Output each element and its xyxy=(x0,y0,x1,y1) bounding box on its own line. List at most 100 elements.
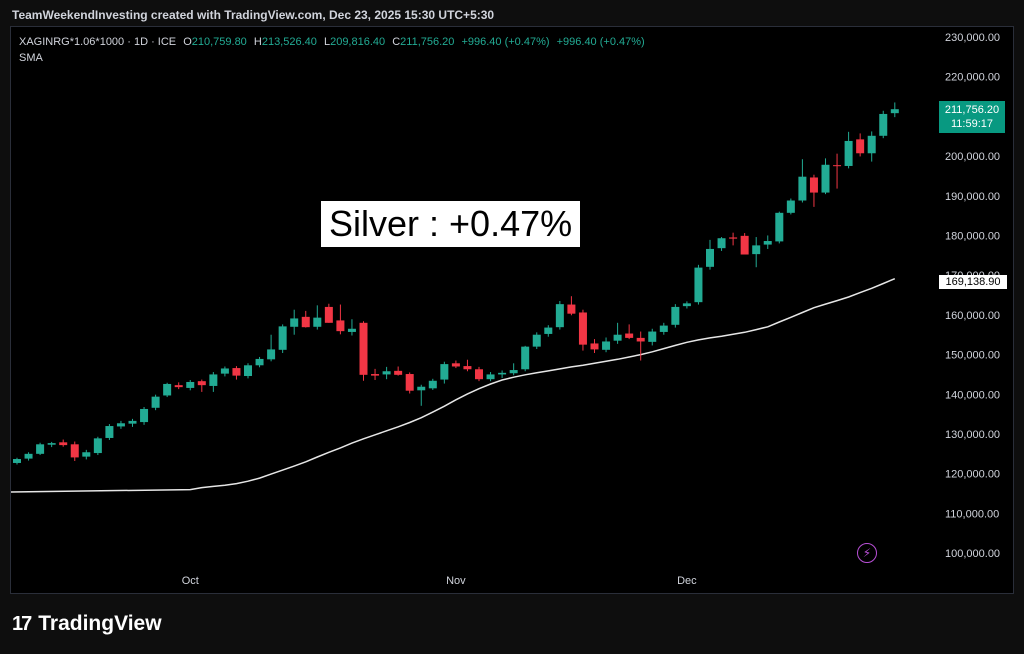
candle[interactable] xyxy=(163,382,172,398)
candle[interactable] xyxy=(648,328,657,346)
candle[interactable] xyxy=(220,366,229,377)
candle[interactable] xyxy=(613,322,622,344)
candle[interactable] xyxy=(729,232,738,246)
candle[interactable] xyxy=(636,331,645,361)
candle-body xyxy=(486,374,495,380)
candle[interactable] xyxy=(405,372,414,394)
candle[interactable] xyxy=(174,382,183,390)
candle[interactable] xyxy=(93,436,102,456)
candle[interactable] xyxy=(752,237,761,268)
legend-change: +996.40 (+0.47%) xyxy=(461,36,550,48)
candle[interactable] xyxy=(394,366,403,376)
candle[interactable] xyxy=(197,379,206,392)
candle[interactable] xyxy=(59,439,68,447)
candle[interactable] xyxy=(324,303,333,323)
candle[interactable] xyxy=(47,441,56,448)
candle[interactable] xyxy=(890,102,899,118)
candle[interactable] xyxy=(833,153,842,189)
candle-body xyxy=(13,459,21,463)
candle[interactable] xyxy=(856,133,865,157)
candle[interactable] xyxy=(740,233,749,255)
candle[interactable] xyxy=(36,442,45,456)
chart-annotation[interactable]: Silver : +0.47% xyxy=(321,201,581,247)
candle[interactable] xyxy=(578,309,587,351)
candle[interactable] xyxy=(763,235,772,249)
candle[interactable] xyxy=(336,304,345,335)
candle-body xyxy=(347,328,356,332)
candle[interactable] xyxy=(13,457,21,465)
candle-body xyxy=(255,358,264,366)
candle[interactable] xyxy=(625,324,634,340)
candle[interactable] xyxy=(809,174,818,207)
candle[interactable] xyxy=(116,420,125,429)
candle[interactable] xyxy=(879,110,888,139)
lightning-icon[interactable]: ⚡︎ xyxy=(857,543,877,563)
candle[interactable] xyxy=(602,337,611,353)
candle[interactable] xyxy=(659,322,668,335)
candle[interactable] xyxy=(867,131,876,162)
candle-body xyxy=(890,109,899,114)
candle[interactable] xyxy=(486,372,495,382)
candle-body xyxy=(509,370,518,374)
candle[interactable] xyxy=(371,368,380,380)
candle[interactable] xyxy=(244,363,252,379)
candle[interactable] xyxy=(313,305,322,330)
candle[interactable] xyxy=(717,237,726,251)
candle[interactable] xyxy=(567,296,576,316)
candle[interactable] xyxy=(844,131,853,169)
candle[interactable] xyxy=(671,304,680,328)
candle-body xyxy=(313,317,322,327)
candle[interactable] xyxy=(532,332,541,350)
candle[interactable] xyxy=(475,366,483,382)
candle[interactable] xyxy=(70,441,79,461)
candle[interactable] xyxy=(347,319,356,336)
candle-body xyxy=(220,368,229,374)
candle[interactable] xyxy=(509,363,518,376)
candle[interactable] xyxy=(786,198,795,215)
candle[interactable] xyxy=(140,406,149,425)
candle[interactable] xyxy=(440,361,449,384)
candle[interactable] xyxy=(798,159,807,203)
candle-body xyxy=(498,372,507,375)
candle[interactable] xyxy=(775,211,784,244)
candle[interactable] xyxy=(359,321,368,381)
candle-body xyxy=(151,396,160,408)
candle[interactable] xyxy=(267,334,276,362)
candle[interactable] xyxy=(382,366,391,380)
candle[interactable] xyxy=(498,370,507,378)
y-tick-label: 220,000.00 xyxy=(945,72,1000,84)
candle[interactable] xyxy=(428,378,437,390)
candle[interactable] xyxy=(451,360,460,369)
candle[interactable] xyxy=(590,339,599,353)
candle[interactable] xyxy=(694,264,703,305)
candle[interactable] xyxy=(278,324,287,353)
tradingview-logo-mark: 17 xyxy=(12,612,32,635)
candle[interactable] xyxy=(151,394,160,411)
candle[interactable] xyxy=(82,449,91,460)
candle[interactable] xyxy=(105,424,114,440)
candle-body xyxy=(244,365,252,377)
candle[interactable] xyxy=(301,310,310,328)
candle[interactable] xyxy=(555,300,564,330)
candle[interactable] xyxy=(232,366,241,380)
candle[interactable] xyxy=(463,359,472,372)
candle[interactable] xyxy=(255,356,264,368)
legend-symbol[interactable]: XAGINRG*1.06*1000 · 1D · ICE xyxy=(19,36,177,48)
candle[interactable] xyxy=(186,379,195,391)
last-price-tag: 211,756.20 11:59:17 xyxy=(939,101,1005,133)
candle[interactable] xyxy=(682,301,691,309)
legend-indicator-sma[interactable]: SMA xyxy=(19,52,43,64)
candle[interactable] xyxy=(24,452,33,461)
candle[interactable] xyxy=(821,158,830,195)
candlestick-chart[interactable]: 100,000.00 110,000.00 120,000.00 130,000.00… xyxy=(11,27,1014,594)
candle[interactable] xyxy=(128,418,137,427)
candle[interactable] xyxy=(290,309,299,335)
chart-pane[interactable]: 100,000.00 110,000.00 120,000.00 130,000.00… xyxy=(10,26,1014,594)
candle[interactable] xyxy=(209,372,218,392)
candle[interactable] xyxy=(544,325,553,337)
candle[interactable] xyxy=(417,384,426,406)
candle[interactable] xyxy=(706,239,714,270)
candle-body xyxy=(659,325,668,332)
candle-body xyxy=(451,363,460,367)
candle[interactable] xyxy=(521,345,530,372)
